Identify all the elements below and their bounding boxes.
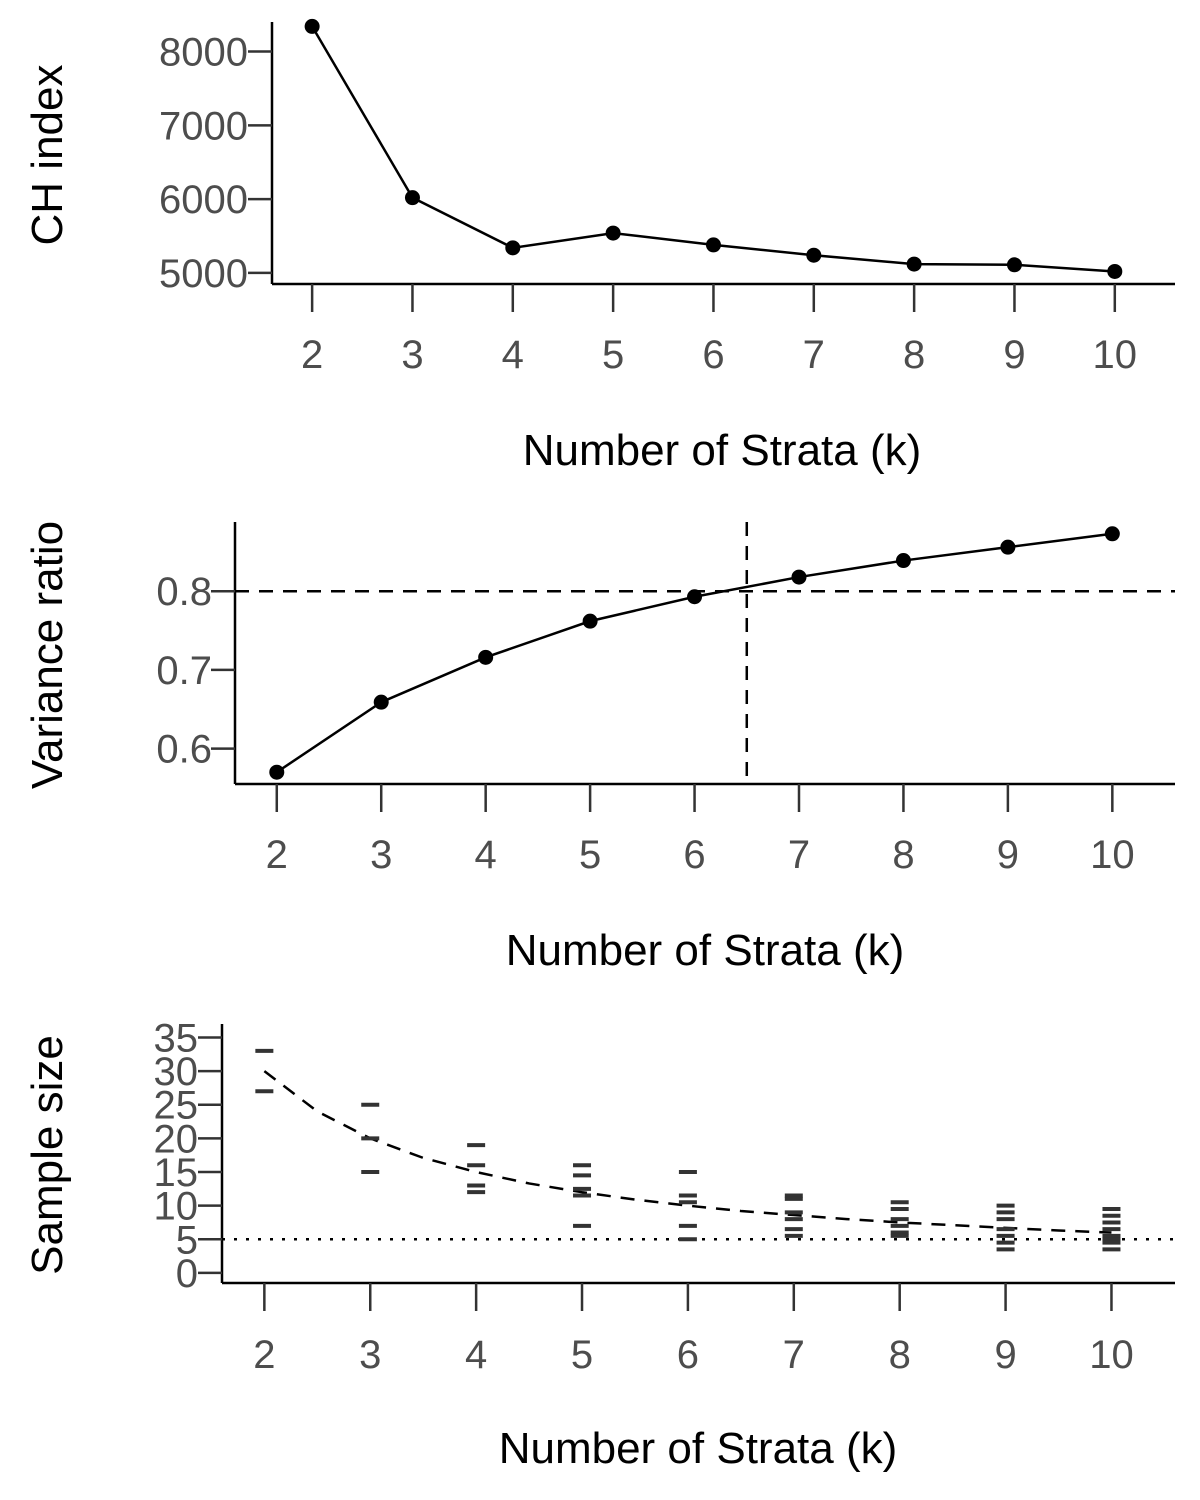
ch-index-data-point <box>605 225 621 241</box>
sample-size-fitted-curve <box>263 1070 1112 1234</box>
ch-index-x-tick-label: 6 <box>702 333 724 377</box>
ch-index-ticks: 2 3 4 5 6 7 8 9 10 5000 6000 7000 8000 <box>159 31 1137 377</box>
ch-index-x-tick-label: 9 <box>1003 333 1025 377</box>
ch-index-y-axis-title: CH index <box>23 65 72 246</box>
ch-index-x-tick-label: 7 <box>803 333 825 377</box>
sample-size-y-tick-label: 20 <box>154 1117 199 1161</box>
ch-index-data-point <box>404 190 420 206</box>
ch-index-y-tick-label: 8000 <box>159 31 248 75</box>
variance-ratio-x-tick-label: 6 <box>683 833 705 877</box>
sample-size-y-tick-label: 5 <box>176 1218 198 1262</box>
ch-index-series-line <box>311 25 1115 273</box>
ch-index-x-tick-label: 4 <box>502 333 524 377</box>
variance-ratio-data-point <box>1104 526 1120 542</box>
sample-size-y-tick-label: 25 <box>154 1084 199 1128</box>
variance-ratio-data-point <box>582 613 598 629</box>
variance-ratio-x-tick-label: 3 <box>370 833 392 877</box>
variance-ratio-data-point <box>269 764 285 780</box>
ch-index-x-tick-label: 5 <box>602 333 624 377</box>
variance-ratio-y-tick-label: 0.8 <box>156 570 212 614</box>
sample-size-x-tick-label: 6 <box>677 1333 699 1377</box>
sample-size-y-tick-label: 35 <box>154 1016 199 1060</box>
variance-ratio-data-point <box>373 694 389 710</box>
ch-index-marks <box>304 18 1123 279</box>
variance-ratio-series-line <box>276 532 1113 774</box>
variance-ratio-x-tick-label: 5 <box>579 833 601 877</box>
variance-ratio-data-point <box>895 553 911 569</box>
ch-index-x-tick-label: 10 <box>1093 333 1138 377</box>
variance-ratio-data-point <box>478 649 494 665</box>
ch-index-x-tick-label: 3 <box>401 333 423 377</box>
ch-index-data-point <box>1006 257 1022 273</box>
ch-index-panel: 2 3 4 5 6 7 8 9 10 5000 6000 7000 8000 Number of Str… <box>23 18 1175 475</box>
variance-ratio-y-tick-label: 0.7 <box>156 649 212 693</box>
variance-ratio-axes <box>233 522 1175 786</box>
sample-size-y-tick-label: 15 <box>154 1151 199 1195</box>
sample-size-x-tick-label: 10 <box>1089 1333 1134 1377</box>
sample-size-axes <box>220 1024 1175 1285</box>
sample-size-x-tick-label: 9 <box>994 1333 1016 1377</box>
variance-ratio-x-tick-label: 9 <box>997 833 1019 877</box>
sample-size-y-tick-label: 30 <box>154 1050 199 1094</box>
variance-ratio-x-tick-label: 7 <box>788 833 810 877</box>
variance-ratio-data-point <box>687 589 703 605</box>
variance-ratio-y-tick-label: 0.6 <box>156 728 212 772</box>
variance-ratio-x-tick-label: 4 <box>475 833 497 877</box>
sample-size-x-tick-label: 8 <box>889 1333 911 1377</box>
variance-ratio-x-tick-label: 10 <box>1090 833 1135 877</box>
sample-size-x-axis-title: Number of Strata (k) <box>499 1424 898 1473</box>
ch-index-data-point <box>705 237 721 253</box>
variance-ratio-panel: 2 3 4 5 6 7 8 9 10 0.6 0.7 0.8 Number of Strata (k)… <box>23 521 1175 975</box>
sample-size-y-tick-label: 10 <box>154 1185 199 1229</box>
variance-ratio-x-tick-label: 8 <box>892 833 914 877</box>
ch-index-axes <box>270 22 1175 286</box>
ch-index-y-tick-label: 5000 <box>159 252 248 296</box>
variance-ratio-ticks: 2 3 4 5 6 7 8 9 10 0.6 0.7 0.8 <box>156 570 1134 877</box>
sample-size-x-tick-label: 7 <box>783 1333 805 1377</box>
ch-index-y-tick-label: 7000 <box>159 104 248 148</box>
ch-index-data-point <box>806 247 822 263</box>
variance-ratio-x-tick-label: 2 <box>266 833 288 877</box>
sample-size-x-tick-label: 4 <box>465 1333 487 1377</box>
variance-ratio-marks <box>235 522 1175 784</box>
ch-index-data-point <box>1107 263 1123 279</box>
ch-index-x-tick-label: 8 <box>903 333 925 377</box>
variance-ratio-data-point <box>791 569 807 585</box>
ch-index-x-tick-label: 2 <box>301 333 323 377</box>
ch-index-x-axis-title: Number of Strata (k) <box>523 426 922 475</box>
variance-ratio-y-axis-title: Variance ratio <box>23 521 72 789</box>
ch-index-data-point <box>505 240 521 256</box>
variance-ratio-data-point <box>1000 539 1016 555</box>
sample-size-y-axis-title: Sample size <box>23 1035 72 1275</box>
sample-size-x-tick-label: 3 <box>359 1333 381 1377</box>
ch-index-data-point <box>304 18 320 34</box>
ch-index-y-tick-label: 6000 <box>159 178 248 222</box>
sample-size-marks <box>222 1048 1175 1252</box>
sample-size-x-tick-label: 5 <box>571 1333 593 1377</box>
sample-size-x-tick-label: 2 <box>253 1333 275 1377</box>
ch-index-data-point <box>906 256 922 272</box>
sample-size-y-tick-label: 0 <box>176 1252 198 1296</box>
variance-ratio-x-axis-title: Number of Strata (k) <box>506 926 905 975</box>
